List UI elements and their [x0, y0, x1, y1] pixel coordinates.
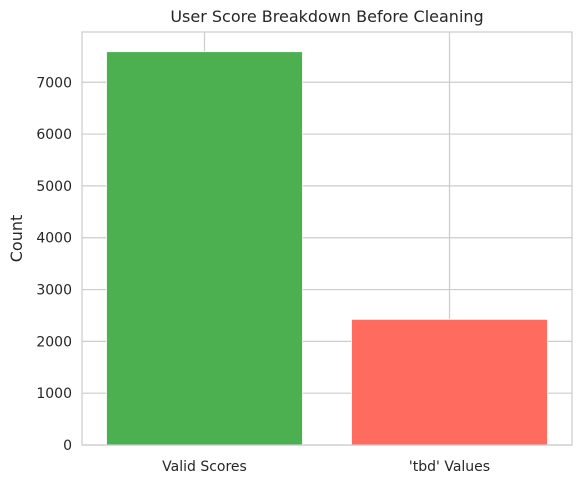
bar-1 [351, 318, 548, 446]
y-tick-label: 6000 [36, 127, 72, 143]
x-tick-labels: Valid Scores 'tbd' Values [162, 459, 490, 475]
y-tick-label: 2000 [36, 334, 72, 350]
y-tick-label: 1000 [36, 386, 72, 402]
bars [106, 51, 548, 446]
y-tick-label: 0 [63, 438, 72, 454]
plot-frame [81, 31, 573, 446]
bar-0 [106, 51, 303, 446]
x-tick-label: 'tbd' Values [409, 459, 490, 475]
y-axis-label: Count [7, 215, 26, 263]
x-tick-label: Valid Scores [162, 459, 247, 475]
chart-title: User Score Breakdown Before Cleaning [170, 7, 483, 26]
y-tick-label: 4000 [36, 231, 72, 247]
y-tick-labels: 0 1000 2000 3000 4000 5000 6000 7000 [36, 75, 72, 454]
y-tick-label: 5000 [36, 179, 72, 195]
y-tick-label: 3000 [36, 283, 72, 299]
y-tick-label: 7000 [36, 75, 72, 91]
